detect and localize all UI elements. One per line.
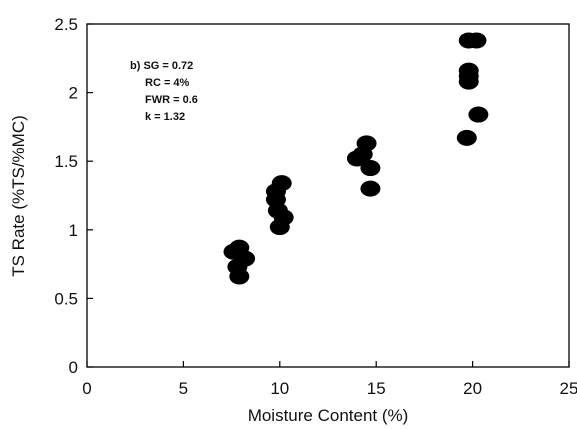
data-point <box>458 73 479 90</box>
y-tick-label: 1.5 <box>54 152 78 171</box>
y-axis-label: TS Rate (%TS/%MC) <box>9 115 28 277</box>
annotation-line: k = 1.32 <box>145 111 185 123</box>
data-point <box>466 32 487 49</box>
data-point <box>269 219 290 236</box>
x-tick-label: 10 <box>270 379 289 398</box>
data-point <box>468 106 489 123</box>
y-tick-label: 0 <box>69 358 78 377</box>
data-point <box>360 160 381 177</box>
x-axis: 0 5 10 15 20 25 <box>82 361 577 398</box>
annotation-line: b) SG = 0.72 <box>130 60 193 72</box>
data-point <box>360 180 381 197</box>
data-point <box>456 129 477 146</box>
x-tick-label: 15 <box>367 379 386 398</box>
y-tick-label: 0.5 <box>54 289 78 308</box>
data-point <box>229 268 250 285</box>
annotation-line: RC = 4% <box>145 77 190 89</box>
annotation-block: b) SG = 0.72 RC = 4% FWR = 0.6 k = 1.32 <box>130 60 198 123</box>
x-tick-label: 0 <box>82 379 91 398</box>
plot-frame <box>86 23 570 368</box>
x-axis-label: Moisture Content (%) <box>248 406 409 425</box>
x-tick-label: 5 <box>179 379 188 398</box>
x-tick-label: 25 <box>560 379 577 398</box>
data-points <box>223 32 489 285</box>
y-axis: 0 0.5 1 1.5 2 2.5 <box>54 15 93 377</box>
y-tick-label: 2.5 <box>54 15 78 34</box>
x-tick-label: 20 <box>463 379 482 398</box>
data-point <box>271 175 292 192</box>
y-tick-label: 1 <box>69 221 78 240</box>
data-point <box>352 146 373 163</box>
y-tick-label: 2 <box>69 84 78 103</box>
annotation-line: FWR = 0.6 <box>145 94 198 106</box>
